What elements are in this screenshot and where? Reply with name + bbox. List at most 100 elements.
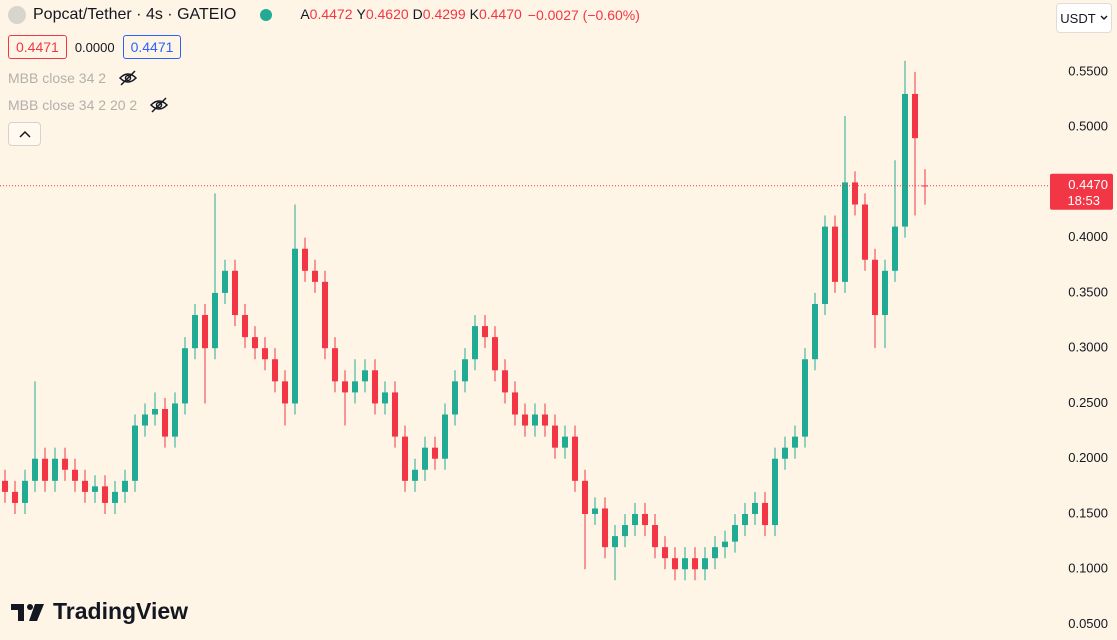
candle-body — [742, 513, 748, 526]
candle-body — [62, 458, 68, 470]
candle-body — [642, 513, 648, 526]
ohlc-value: 0.4620 — [365, 6, 409, 22]
candle-body — [452, 381, 458, 415]
candle-body — [762, 502, 768, 526]
candle-body — [722, 541, 728, 548]
chevron-down — [1100, 15, 1108, 20]
candle-body — [72, 469, 78, 481]
brand-logo — [11, 603, 44, 621]
candle-body — [622, 525, 628, 537]
candle-body — [152, 408, 158, 415]
candle-body — [572, 436, 578, 481]
candle-body — [142, 414, 148, 426]
currency-select[interactable]: USDT — [1056, 3, 1112, 33]
candle-body — [192, 315, 198, 349]
last-price-box — [1050, 173, 1113, 210]
candle-body — [322, 281, 328, 349]
hidden-icon[interactable] — [118, 70, 138, 86]
chevron-up — [18, 130, 31, 138]
ohlc-legend: A0.4472 Y0.4620 D0.4299 K0.4470 — [296, 6, 521, 24]
candle-body — [342, 381, 348, 393]
y-tick-label: 0.1000 — [1068, 561, 1108, 576]
candle-body — [652, 525, 658, 548]
candle-body — [122, 480, 128, 492]
currency: USDT — [1060, 10, 1096, 26]
y-tick-label: 0.4000 — [1068, 229, 1108, 244]
candle-body — [902, 93, 908, 227]
candle-body — [82, 480, 88, 492]
y-tick-label: 0.3000 — [1068, 340, 1108, 355]
candle-body — [752, 502, 758, 514]
candle-body — [852, 182, 858, 205]
candle-body — [602, 508, 608, 548]
candle-body — [522, 414, 528, 426]
last-price-label: 0.4470 — [1068, 177, 1108, 192]
candle-body — [432, 447, 438, 459]
change: −0.0027 (−0.60%) — [527, 7, 640, 23]
y-tick-label: 0.3500 — [1068, 284, 1108, 299]
candle-body — [502, 370, 508, 393]
collapse-button[interactable] — [8, 122, 41, 146]
y-tick-label: 0.2000 — [1068, 450, 1108, 465]
candle-body — [812, 303, 818, 360]
y-tick-label: 0.0500 — [1068, 616, 1108, 631]
candle-body — [862, 204, 868, 260]
candle-body — [302, 248, 308, 271]
candle-body — [382, 392, 388, 404]
y-tick-label: 0.5000 — [1068, 119, 1108, 134]
indicator-value: 0.4471 — [8, 35, 67, 59]
symbol-icon — [8, 6, 26, 24]
indicator-values: 0.4471 0.0000 0.4471 — [8, 35, 182, 59]
indicator-label[interactable]: MBB close 34 2 — [8, 70, 107, 86]
candle-body — [582, 480, 588, 514]
candle-body — [92, 486, 98, 492]
candle-body — [772, 458, 778, 526]
candle-body — [562, 436, 568, 448]
ohlc-key: Y — [356, 6, 366, 22]
candle-body — [692, 558, 698, 570]
candle-body — [672, 558, 678, 570]
candle-body — [442, 414, 448, 459]
candle-body — [882, 270, 888, 316]
ohlc-value: 0.4299 — [422, 6, 466, 22]
candle-body — [632, 513, 638, 526]
candle-body — [352, 381, 358, 393]
candle-body — [482, 326, 488, 338]
candle-body — [872, 259, 878, 316]
candle-body — [792, 436, 798, 448]
status-dot — [260, 9, 273, 21]
countdown: 18:53 — [1067, 193, 1100, 208]
candle-body — [822, 226, 828, 304]
candle-body — [2, 480, 8, 492]
candle-body — [32, 458, 38, 481]
candle-body — [412, 469, 418, 481]
candle-body — [892, 226, 898, 271]
y-tick-label: 0.1500 — [1068, 505, 1108, 520]
candle-body — [332, 348, 338, 382]
candle-body — [242, 315, 248, 338]
candle-body — [212, 292, 218, 349]
candle-body — [472, 326, 478, 360]
candle-body — [422, 447, 428, 470]
indicator-label[interactable]: MBB close 34 2 20 2 — [8, 97, 138, 113]
candle-body — [262, 348, 268, 360]
chart-title[interactable]: Popcat/Tether · 4s · GATEIO — [33, 6, 237, 23]
y-tick-label: 0.5500 — [1068, 63, 1108, 78]
candle-body — [512, 392, 518, 415]
ohlc-value: 0.4472 — [309, 6, 353, 22]
candle-body — [42, 458, 48, 481]
candle-body — [682, 558, 688, 570]
header: Popcat/Tether · 4s · GATEIO A0.4472 Y0.46… — [8, 6, 640, 24]
candle-body — [282, 381, 288, 404]
brand-name: TradingView — [53, 598, 189, 624]
ohlc-key: K — [469, 6, 479, 22]
candle-body — [272, 359, 278, 382]
candle-body — [182, 348, 188, 404]
candle-body — [832, 226, 838, 282]
hidden-icon[interactable] — [149, 97, 169, 113]
candle-body — [592, 508, 598, 514]
candle-body — [802, 359, 808, 437]
candle-body — [172, 403, 178, 437]
